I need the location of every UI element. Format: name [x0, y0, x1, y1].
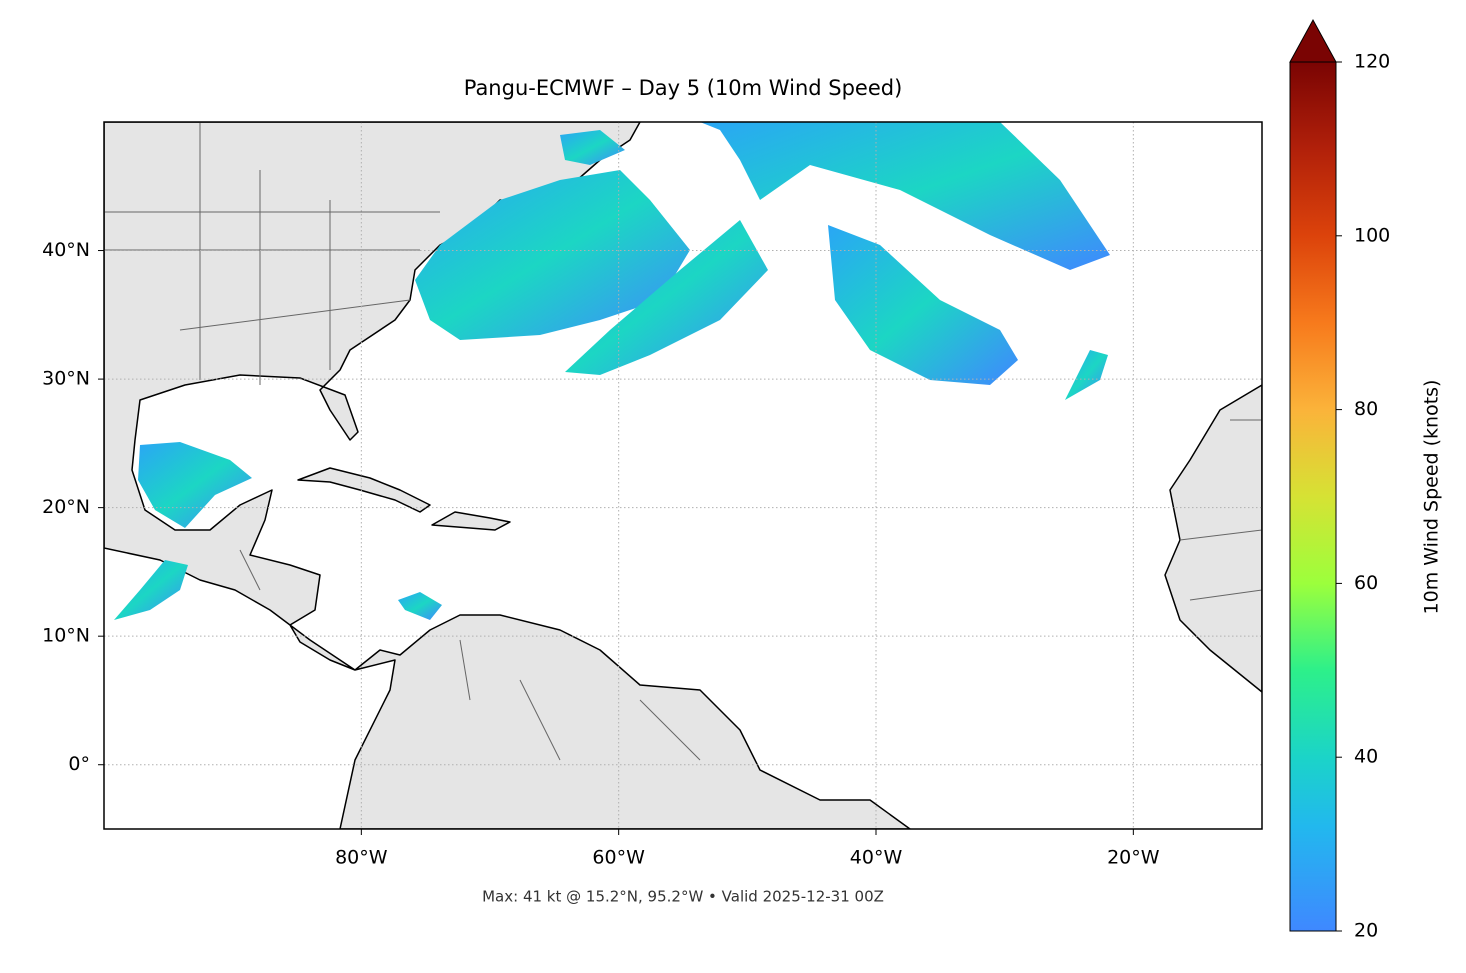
map-title: Pangu-ECMWF – Day 5 (10m Wind Speed): [464, 76, 903, 100]
wind-swath: [565, 220, 768, 375]
x-tick-label: 40°W: [850, 847, 903, 869]
cuba: [297, 467, 431, 513]
colorbar-tick-label: 80: [1354, 398, 1378, 420]
wind-swath: [415, 170, 690, 340]
wind-swath: [560, 130, 625, 165]
wind-field: [114, 122, 1110, 620]
wind-swath: [138, 442, 252, 528]
y-tick-label: 40°N: [42, 239, 90, 261]
colorbar-tick-label: 40: [1354, 746, 1378, 768]
map-area: [104, 122, 1262, 829]
y-tick-label: 30°N: [42, 368, 90, 390]
map-frame: [103, 121, 1263, 830]
wind-swath: [828, 225, 1018, 385]
map-note: Max: 41 kt @ 15.2°N, 95.2°W • Valid 2025…: [482, 888, 884, 906]
gridlines: [104, 122, 1262, 829]
colorbar-tick-label: 100: [1354, 224, 1390, 246]
colorbar-extend: [1289, 18, 1337, 63]
y-tick-label: 0°: [68, 753, 90, 775]
colorbar-frame: [1289, 62, 1337, 932]
x-tick-label: 20°W: [1107, 847, 1160, 869]
wind-swath: [700, 122, 1110, 270]
wind-swath: [114, 560, 188, 620]
x-tick-label: 60°W: [592, 847, 645, 869]
colorbar-tick-label: 60: [1354, 572, 1378, 594]
y-tick-label: 10°N: [42, 625, 90, 647]
colorbar-label: 10m Wind Speed (knots): [1421, 380, 1443, 615]
y-tick-label: 20°N: [42, 496, 90, 518]
wind-swath: [398, 592, 442, 620]
hispaniola: [431, 511, 511, 531]
wind-swath: [1065, 350, 1108, 400]
colorbar: [1290, 62, 1336, 931]
africa: [1164, 384, 1262, 693]
colorbar-tick-label: 120: [1354, 51, 1390, 73]
americas: [104, 122, 911, 829]
colorbar-tick-label: 20: [1354, 920, 1378, 942]
x-tick-label: 80°W: [335, 847, 388, 869]
